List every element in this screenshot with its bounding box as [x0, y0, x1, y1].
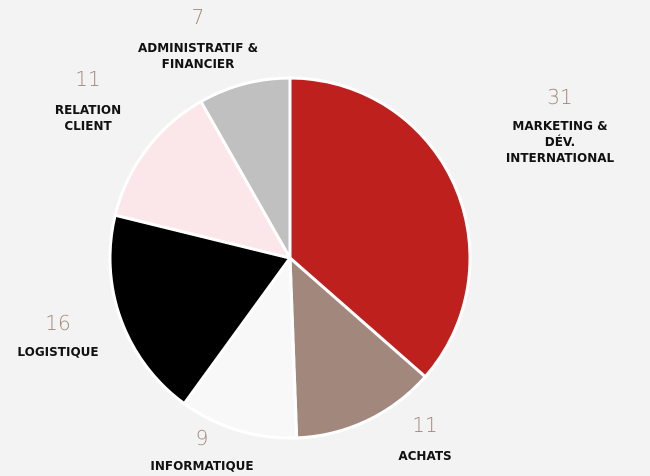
category-label: MARKETING & DÉV. INTERNATIONAL: [505, 119, 615, 165]
value-label: 31: [547, 85, 573, 109]
pie-slice: [288, 76, 472, 379]
value-label: 16: [45, 311, 71, 335]
value-label: 11: [412, 413, 438, 437]
pie-slice: [108, 213, 292, 406]
category-label: LOGISTIQUE: [17, 345, 99, 359]
category-label: RELATION CLIENT: [54, 103, 122, 133]
value-label: 9: [195, 426, 209, 450]
value-label: 11: [75, 67, 101, 91]
category-label: ACHATS: [398, 449, 452, 463]
pie-slice: [182, 256, 299, 440]
pie-slice: [113, 100, 292, 260]
pie-slice: [199, 76, 292, 260]
category-label: INFORMATIQUE: [150, 459, 254, 473]
value-label: 7: [191, 5, 205, 29]
category-label: ADMINISTRATIF & FINANCIER: [137, 41, 259, 71]
pie-slice: [288, 256, 427, 440]
